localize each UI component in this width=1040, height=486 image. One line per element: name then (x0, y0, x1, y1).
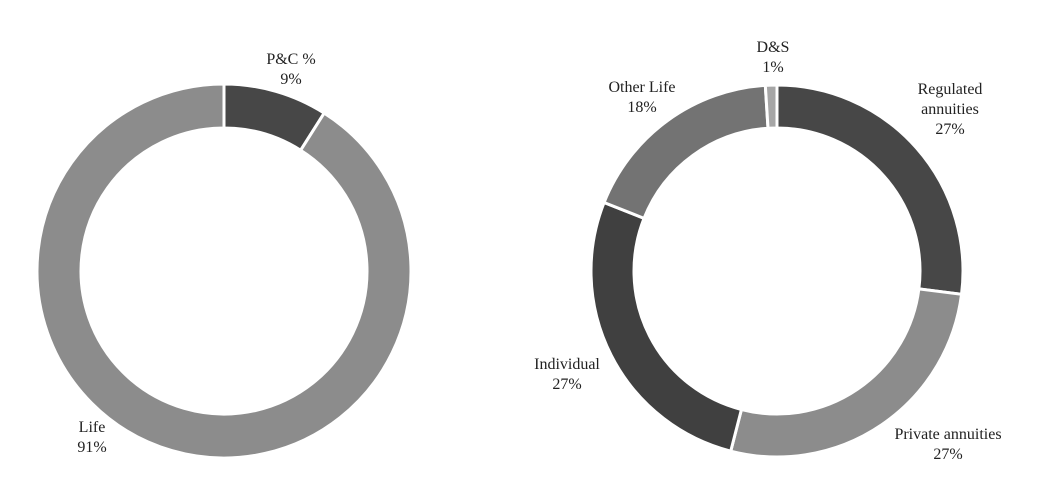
value-label: 91% (77, 439, 107, 456)
value-label: 18% (627, 99, 657, 116)
category-label: P&C % (266, 51, 316, 68)
category-label: Private annuities (894, 426, 1002, 443)
value-label: 1% (762, 59, 784, 76)
segment-label: Private annuities 27% (868, 425, 1028, 465)
segment-label: D&S 1% (743, 38, 803, 78)
donut-segment (35, 82, 413, 460)
segment-label: Individual 27% (517, 355, 617, 395)
donut-segment (763, 83, 779, 130)
value-label: 27% (552, 376, 582, 393)
category-label: Individual (534, 356, 600, 373)
category-label: D&S (756, 39, 790, 56)
category-label: Other Life (608, 79, 676, 96)
segment-label: Other Life 18% (592, 78, 692, 118)
category-label: Regulated annuities (917, 81, 983, 118)
segment-label: Life 91% (52, 418, 132, 458)
donut-segment (589, 200, 744, 453)
value-label: 27% (935, 121, 965, 138)
value-label: 9% (280, 71, 302, 88)
category-label: Life (78, 419, 106, 436)
segment-label: P&C % 9% (251, 50, 331, 90)
value-label: 27% (933, 446, 963, 463)
segment-label: Regulated annuities 27% (900, 80, 1000, 140)
